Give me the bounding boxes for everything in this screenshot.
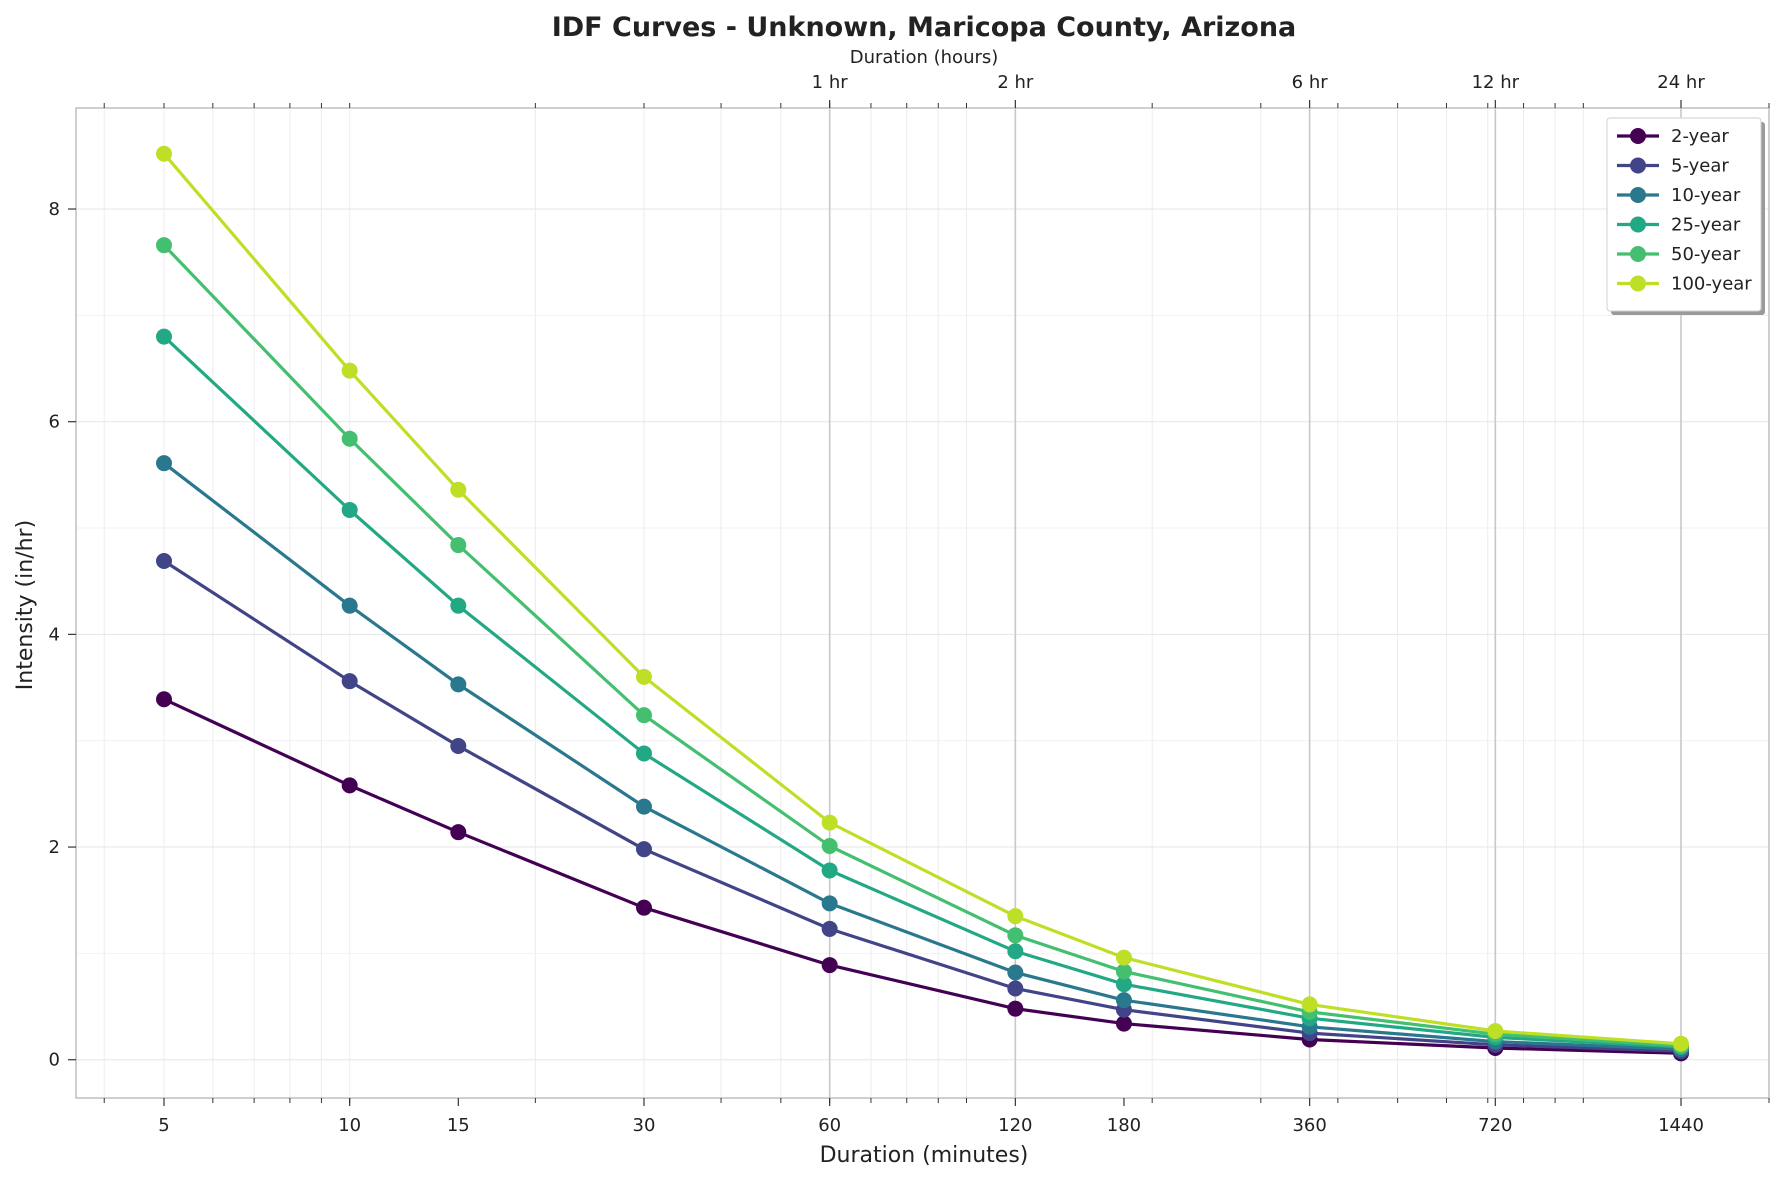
x-tick-label: 360 <box>1292 1115 1326 1136</box>
legend: 2-year 5-year 10-year 25-year 50-year 100-yea… <box>1606 117 1765 315</box>
data-point-5-year <box>341 673 358 690</box>
data-point-5-year <box>635 841 652 858</box>
x-tick-label: 30 <box>633 1115 656 1136</box>
data-point-100-year <box>1007 908 1024 925</box>
data-point-100-year <box>156 145 173 162</box>
data-point-10-year <box>1007 964 1024 981</box>
data-point-25-year <box>821 862 838 879</box>
data-point-100-year <box>1673 1035 1689 1052</box>
series-line-100-year <box>162 152 1682 1046</box>
legend-marker-100-year <box>1630 275 1646 292</box>
data-point-25-year <box>1007 943 1024 960</box>
chart-title: IDF Curves - Unknown, Maricopa County, A… <box>552 12 1297 43</box>
data-point-25-year <box>1115 976 1132 993</box>
y-tick-label: 0 <box>49 1050 60 1071</box>
legend-marker-5-year <box>1630 157 1646 174</box>
data-point-2-year <box>156 691 173 708</box>
legend-marker-10-year <box>1630 187 1646 203</box>
data-point-10-year <box>156 455 173 472</box>
top-tick-label: 1 hr <box>812 72 849 93</box>
data-point-10-year <box>450 676 467 693</box>
top-tick-label: 24 hr <box>1657 72 1705 93</box>
x-tick-label: 5 <box>158 1115 169 1136</box>
data-point-5-year <box>450 738 467 755</box>
data-point-100-year <box>1487 1023 1504 1040</box>
data-point-10-year <box>635 798 652 815</box>
series-line-5-year <box>163 559 1682 1053</box>
data-point-100-year <box>341 362 358 379</box>
data-point-2-year <box>341 777 358 794</box>
data-point-10-year <box>341 597 358 614</box>
plot-frame <box>75 107 1770 1099</box>
data-point-50-year <box>635 707 652 724</box>
x-tick-label: 120 <box>998 1115 1032 1136</box>
y-tick-label: 6 <box>49 412 60 433</box>
legend-marker-2-year <box>1630 128 1646 144</box>
series-layer <box>156 145 1689 1062</box>
data-point-50-year <box>450 537 467 554</box>
data-point-5-year <box>156 552 173 569</box>
x-axis-label: Duration (minutes) <box>820 1143 1029 1168</box>
data-point-25-year <box>635 745 652 762</box>
x-tick-label: 60 <box>818 1115 841 1136</box>
y-tick-label: 8 <box>49 199 60 220</box>
data-point-100-year <box>821 814 838 831</box>
x-tick-label: 15 <box>447 1115 470 1136</box>
data-point-2-year <box>1007 1000 1024 1017</box>
top-tick-label: 12 hr <box>1472 72 1520 93</box>
series-line-2-year <box>163 697 1682 1055</box>
x-tick-label: 720 <box>1478 1115 1512 1136</box>
series-line-50-year <box>162 244 1682 1048</box>
y-tick-label: 4 <box>49 624 60 645</box>
x-tick-label: 1440 <box>1658 1115 1704 1136</box>
data-point-5-year <box>1007 980 1024 997</box>
grid-layer <box>76 108 1770 1098</box>
legend-label-5-year: 5-year <box>1671 156 1729 177</box>
data-point-25-year <box>450 597 467 614</box>
legend-label-10-year: 10-year <box>1671 185 1741 206</box>
legend-label-100-year: 100-year <box>1671 274 1752 295</box>
data-point-50-year <box>821 837 838 854</box>
data-point-2-year <box>1115 1015 1132 1032</box>
y-axis-label: Intensity (in/hr) <box>13 520 38 690</box>
data-point-100-year <box>450 481 467 498</box>
x-tick-label: 180 <box>1107 1115 1141 1136</box>
legend-label-50-year: 50-year <box>1671 244 1741 265</box>
data-point-50-year <box>341 430 358 447</box>
data-point-50-year <box>1007 927 1024 944</box>
top-x-axis-label: Duration (hours) <box>850 47 999 68</box>
y-tick-label: 2 <box>49 837 60 858</box>
legend-label-2-year: 2-year <box>1671 126 1729 147</box>
data-point-50-year <box>156 237 173 254</box>
data-point-50-year <box>1115 963 1132 980</box>
data-point-5-year <box>821 920 838 937</box>
series-line-10-year <box>163 461 1682 1051</box>
data-point-100-year <box>1301 996 1318 1013</box>
data-point-10-year <box>821 895 838 912</box>
top-tick-label: 6 hr <box>1292 72 1329 93</box>
top-tick-label: 2 hr <box>997 72 1034 93</box>
data-point-2-year <box>821 957 838 974</box>
data-point-100-year <box>635 668 652 685</box>
legend-marker-25-year <box>1630 216 1646 233</box>
data-point-100-year <box>1115 949 1132 966</box>
data-point-25-year <box>341 501 358 518</box>
data-point-10-year <box>1115 992 1132 1009</box>
data-point-2-year <box>450 824 467 841</box>
legend-marker-50-year <box>1630 246 1646 262</box>
data-point-2-year <box>635 899 652 916</box>
x-tick-label: 10 <box>338 1115 361 1136</box>
data-point-25-year <box>156 328 173 345</box>
series-line-25-year <box>162 335 1682 1049</box>
legend-label-25-year: 25-year <box>1671 215 1741 236</box>
